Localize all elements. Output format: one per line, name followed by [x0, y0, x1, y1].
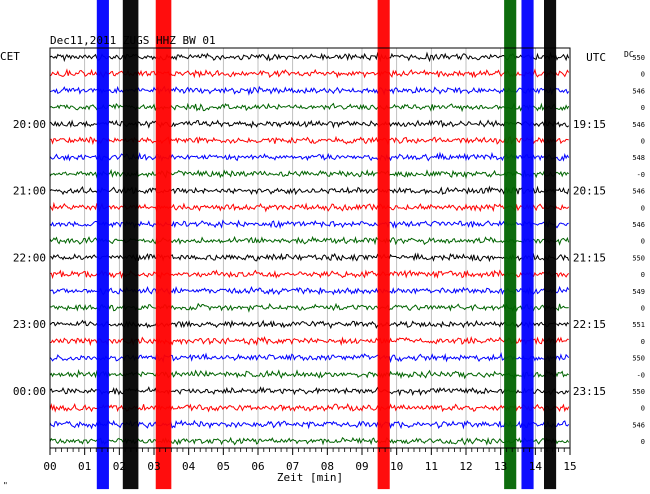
event-band — [122, 0, 139, 490]
dc-value: 0 — [641, 405, 645, 413]
x-tick-label: 13 — [494, 460, 507, 473]
footer-mark: " — [3, 481, 8, 490]
dc-value: 0 — [641, 238, 645, 246]
dc-value: 0 — [641, 438, 645, 446]
dc-value: 0 — [641, 338, 645, 346]
dc-value: -0 — [637, 171, 645, 179]
dc-value: 550 — [632, 388, 645, 396]
dc-value: 546 — [632, 188, 645, 196]
x-axis-label: Zeit [min] — [277, 471, 343, 484]
event-band — [544, 0, 557, 490]
dc-value: 0 — [641, 104, 645, 112]
x-tick-label: 02 — [113, 460, 126, 473]
x-tick-label: 04 — [182, 460, 196, 473]
dc-value: 550 — [632, 54, 645, 62]
dc-value: 549 — [632, 288, 645, 296]
event-group — [96, 0, 557, 490]
event-band — [377, 0, 390, 490]
x-tick-label: 11 — [425, 460, 438, 473]
right-time-label: UTC — [586, 51, 606, 64]
dc-value: 546 — [632, 87, 645, 95]
chart-title: Dec11,2011 ZUGS HHZ BW 01 — [50, 34, 216, 47]
x-tick-label: 15 — [563, 460, 576, 473]
x-tick-label: 07 — [286, 460, 299, 473]
left-time-label: 00:00 — [13, 385, 46, 398]
event-band — [96, 0, 109, 490]
right-time-label: 20:15 — [573, 185, 606, 198]
grid — [84, 48, 536, 448]
dc-value: 548 — [632, 154, 645, 162]
right-time-label: 23:15 — [573, 385, 606, 398]
left-time-label: 22:00 — [13, 251, 46, 264]
dc-value: 0 — [641, 71, 645, 79]
x-tick-label: 12 — [459, 460, 472, 473]
x-tick-label: 03 — [147, 460, 160, 473]
x-tick-label: 10 — [390, 460, 403, 473]
cet-label: CET — [0, 50, 20, 63]
x-tick-label: 09 — [355, 460, 368, 473]
event-band — [521, 0, 534, 490]
dc-value: 546 — [632, 121, 645, 129]
x-tick-label: 05 — [217, 460, 230, 473]
left-time-label: 23:00 — [13, 318, 46, 331]
x-tick-label: 06 — [251, 460, 264, 473]
dc-value: 0 — [641, 305, 645, 313]
x-tick-label: 01 — [78, 460, 91, 473]
right-time-label: 21:15 — [573, 251, 606, 264]
left-time-label: 21:00 — [13, 185, 46, 198]
right-time-label: 22:15 — [573, 318, 606, 331]
dc-value: 0 — [641, 271, 645, 279]
dc-value: 546 — [632, 421, 645, 429]
event-band — [504, 0, 517, 490]
x-axis: 00 01 02 03 04 05 06 07 08 09 10 11 12 13 14 15 — [43, 448, 577, 473]
dc-value: 546 — [632, 221, 645, 229]
x-tick-label: 08 — [321, 460, 334, 473]
event-band — [155, 0, 172, 490]
dc-value: 0 — [641, 204, 645, 212]
dc-value: 550 — [632, 355, 645, 363]
dc-label: DC — [624, 50, 634, 59]
x-tick-label: 00 — [43, 460, 56, 473]
dc-value: 551 — [632, 321, 645, 329]
left-time-label: 20:00 — [13, 118, 46, 131]
time-labels: 20:00 21:00 22:00 23:00 00:00 UTC 19:15 20:15 21… — [13, 51, 606, 398]
x-tick-label: 14 — [529, 460, 543, 473]
dc-value: -0 — [637, 371, 645, 379]
dc-value: 550 — [632, 254, 645, 262]
right-time-label: 19:15 — [573, 118, 606, 131]
dc-value: 0 — [641, 138, 645, 146]
